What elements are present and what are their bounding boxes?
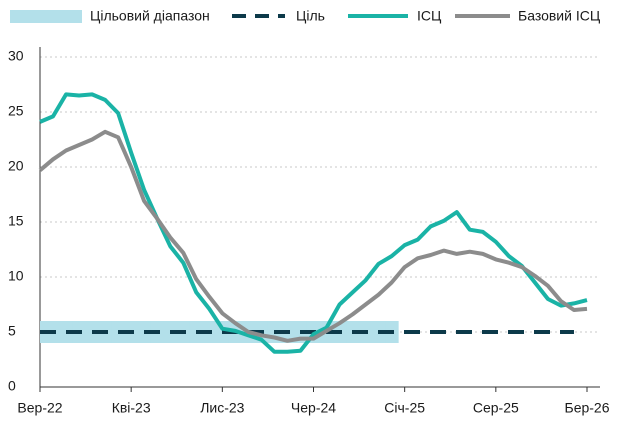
y-tick-label: 30	[8, 48, 24, 64]
line	[38, 129, 588, 343]
legend-label: Базовий ІСЦ	[518, 8, 601, 24]
y-tick-label: 15	[8, 213, 24, 229]
y-tick-label: 20	[8, 158, 24, 174]
y-tick-label: 5	[8, 323, 16, 339]
y-tick-label: 0	[8, 378, 16, 394]
x-tick-label: Сер-25	[473, 400, 519, 416]
line	[39, 92, 588, 354]
y-tick-label: 25	[8, 103, 24, 119]
legend-swatch	[10, 10, 82, 23]
x-tick-label: Бер-26	[565, 400, 610, 416]
x-tick-label: Лис-23	[200, 400, 244, 416]
x-tick-label: Січ-25	[384, 400, 425, 416]
y-tick-label: 10	[8, 268, 24, 284]
legend-label: Ціль	[296, 8, 325, 24]
x-tick-label: Кві-23	[112, 400, 151, 416]
x-tick-label: Чер-24	[291, 400, 336, 416]
x-tick-label: Вер-22	[17, 400, 62, 416]
legend-label: ІСЦ	[417, 8, 442, 24]
legend-label: Цільовий діапазон	[90, 8, 210, 24]
